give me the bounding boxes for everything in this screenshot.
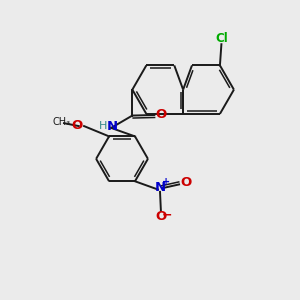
Text: O: O — [156, 209, 167, 223]
Text: O: O — [156, 109, 167, 122]
Text: H: H — [99, 121, 107, 131]
Text: O: O — [180, 176, 191, 189]
Text: +: + — [161, 178, 170, 188]
Text: N: N — [107, 120, 118, 133]
Text: Cl: Cl — [215, 32, 228, 45]
Text: CH₃: CH₃ — [52, 117, 70, 127]
Text: O: O — [72, 119, 83, 132]
Text: −: − — [162, 208, 172, 221]
Text: N: N — [154, 181, 166, 194]
